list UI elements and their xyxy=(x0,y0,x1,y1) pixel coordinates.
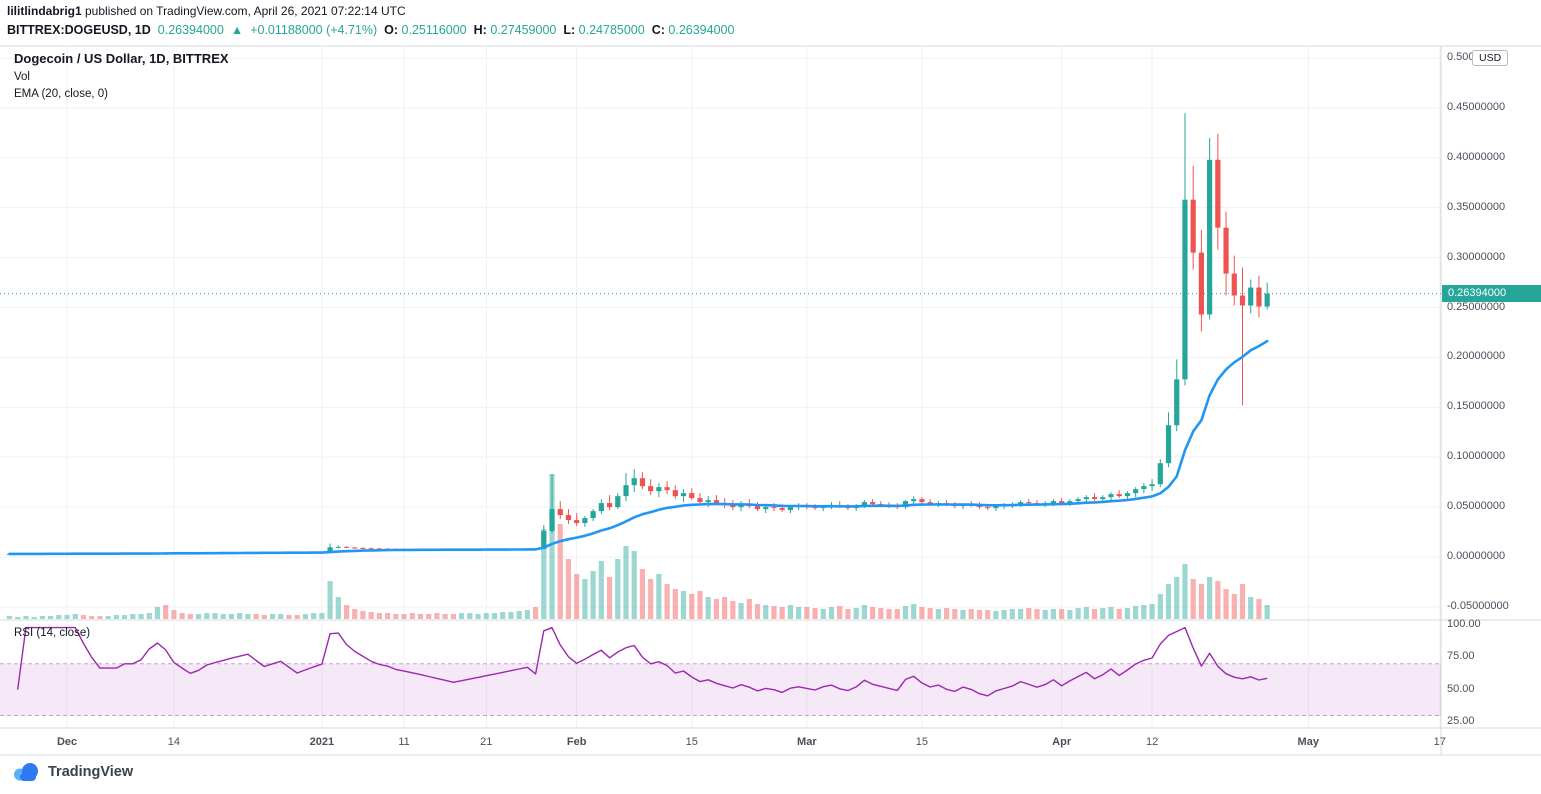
price-change: +0.01188000 (+4.71%) xyxy=(250,23,378,37)
publish-info-text: published on TradingView.com, April 26, … xyxy=(81,4,406,18)
chart-title[interactable]: Dogecoin / US Dollar, 1D, BITTREX xyxy=(14,51,229,66)
tradingview-cloud-icon xyxy=(14,763,38,781)
close-label: C: xyxy=(651,23,665,37)
tradingview-logo[interactable]: TradingView xyxy=(12,761,133,783)
symbol-label: BITTREX:DOGEUSD, 1D xyxy=(7,23,151,37)
chart-legend: Dogecoin / US Dollar, 1D, BITTREX Vol EM… xyxy=(14,51,229,101)
tradingview-brand-text: TradingView xyxy=(48,764,134,780)
publish-info: lilitlindabrig1 published on TradingView… xyxy=(7,4,406,18)
open-value: 0.25116000 xyxy=(401,23,467,37)
close-value: 0.26394000 xyxy=(668,23,735,37)
last-price-badge: 0.26394000 xyxy=(1442,284,1541,302)
high-label: H: xyxy=(473,23,487,37)
high-value: 0.27459000 xyxy=(490,23,557,37)
currency-unit-button[interactable]: USD xyxy=(1472,50,1509,66)
ema-indicator-label[interactable]: EMA (20, close, 0) xyxy=(14,88,108,101)
low-value: 0.24785000 xyxy=(578,23,645,37)
symbol-ohlc-bar: BITTREX:DOGEUSD, 1D 0.26394000 ▲ +0.0118… xyxy=(7,23,734,37)
open-label: O: xyxy=(384,23,399,37)
rsi-indicator-label[interactable]: RSI (14, close) xyxy=(14,627,91,639)
change-arrow-icon: ▲ xyxy=(230,23,244,37)
publisher-username[interactable]: lilitlindabrig1 xyxy=(7,4,82,18)
last-price: 0.26394000 xyxy=(157,23,224,37)
volume-indicator-label[interactable]: Vol xyxy=(14,70,30,83)
low-label: L: xyxy=(563,23,576,37)
